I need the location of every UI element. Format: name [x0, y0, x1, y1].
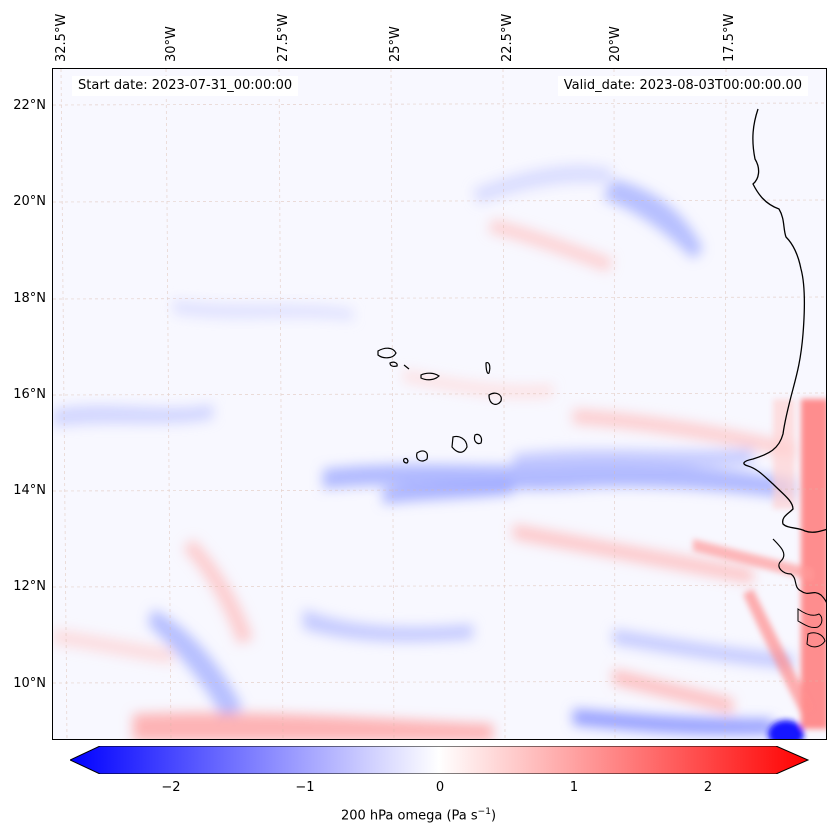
omega-field-shading [53, 165, 793, 739]
colorbar [70, 746, 810, 774]
colorbar-tick: −2 [161, 780, 181, 795]
lat-label: 10°N [13, 676, 46, 691]
colorbar-tick: 2 [703, 780, 713, 795]
lat-label: 16°N [13, 387, 46, 402]
lon-label: 30°W [164, 26, 179, 62]
lon-label: 17.5°W [722, 13, 737, 62]
coastal-strong-features [693, 399, 826, 739]
valid-date-label: Valid_date: 2023-08-03T00:00:00.00 [557, 76, 808, 96]
lon-label: 27.5°W [276, 13, 291, 62]
colorbar-tick: 0 [435, 780, 445, 795]
island-brava [403, 457, 409, 464]
island-santo-antao [377, 347, 397, 359]
west-africa-coastline [743, 108, 826, 533]
lon-label: 22.5°W [500, 13, 515, 62]
lon-label: 20°W [608, 26, 623, 62]
lat-label: 12°N [13, 579, 46, 594]
cape-verde-islands [377, 347, 502, 464]
colorbar-label-main: 200 hPa omega (Pa s [340, 808, 478, 824]
lat-label: 18°N [13, 291, 46, 306]
graticule [53, 69, 826, 739]
colorbar-label-end: ) [490, 808, 497, 824]
start-date-label: Start date: 2023-07-31_00:00:00 [72, 76, 299, 96]
omega-field-map [53, 69, 826, 739]
colorbar-tick: −1 [295, 780, 315, 795]
island-boa-vista [488, 392, 502, 405]
lon-label: 32.5°W [54, 13, 69, 62]
colorbar-body [70, 746, 810, 774]
island-santa-luzia [403, 364, 410, 370]
lat-label: 14°N [13, 483, 46, 498]
guinea-bissau-coastline [772, 538, 826, 604]
island-sao-vicente [389, 361, 398, 367]
island-maio [473, 433, 483, 445]
lon-label: 25°W [388, 26, 403, 62]
colorbar-label: 200 hPa omega (Pa s−1) [0, 807, 837, 823]
map-area[interactable] [52, 68, 827, 740]
island-sao-nicolau [420, 372, 440, 381]
colorbar-label-superscript: −1 [477, 807, 491, 817]
lat-label: 22°N [13, 98, 46, 113]
island-santiago [451, 435, 468, 453]
island-sal [485, 361, 491, 374]
lat-label: 20°N [13, 194, 46, 209]
bijagos-island [797, 608, 823, 628]
colorbar-tick: 1 [569, 780, 579, 795]
island-fogo [416, 450, 428, 462]
bijagos-island [806, 632, 826, 648]
